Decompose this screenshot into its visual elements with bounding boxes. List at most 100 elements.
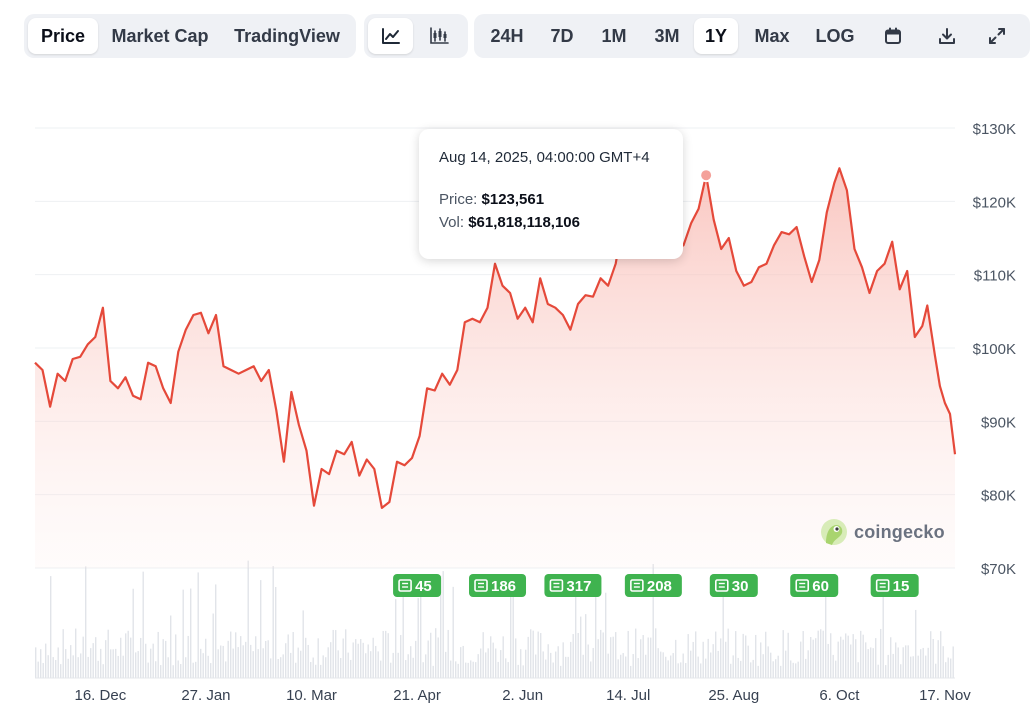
- volume-bar: [382, 630, 384, 678]
- highlight-point[interactable]: [699, 168, 714, 183]
- news-badge[interactable]: 60: [790, 574, 839, 597]
- volume-bar: [442, 571, 444, 678]
- volume-bar: [947, 657, 949, 678]
- volume-bar: [547, 644, 549, 678]
- volume-bar: [717, 650, 719, 678]
- tab-tradingview[interactable]: TradingView: [234, 25, 340, 46]
- volume-bar: [915, 609, 917, 678]
- calendar-button[interactable]: [864, 18, 922, 54]
- volume-bar: [782, 630, 784, 678]
- volume-bar: [530, 629, 532, 678]
- volume-bar: [660, 651, 662, 678]
- x-tick-label: 2. Jun: [502, 687, 543, 704]
- volume-bar: [215, 584, 217, 678]
- newspaper-icon: [875, 579, 890, 592]
- volume-bar: [377, 651, 379, 678]
- volume-bar: [82, 636, 84, 678]
- volume-bar: [872, 648, 874, 678]
- volume-bar: [70, 645, 72, 678]
- range-1y[interactable]: 1Y: [694, 18, 738, 54]
- volume-bar: [790, 660, 792, 678]
- range-24h[interactable]: 24H: [490, 25, 524, 46]
- newspaper-icon: [398, 579, 412, 592]
- tooltip-date: Aug 14, 2025, 04:00:00 GMT+4: [439, 149, 650, 166]
- price-line: [34, 167, 957, 509]
- volume-bar: [627, 630, 629, 678]
- download-button[interactable]: [922, 18, 972, 54]
- volume-bar: [772, 661, 774, 678]
- volume-bar: [770, 652, 772, 678]
- volume-bar: [585, 614, 587, 678]
- range-1m[interactable]: 1M: [601, 25, 627, 46]
- volume-bar: [190, 588, 192, 678]
- range-max[interactable]: Max: [754, 25, 790, 46]
- volume-bar: [522, 665, 524, 678]
- volume-bar: [742, 633, 744, 678]
- volume-bar: [117, 655, 119, 678]
- volume-bar: [525, 649, 527, 678]
- volume-bar: [935, 663, 937, 678]
- volume-bar: [757, 665, 759, 678]
- view-switcher: Price Market Cap TradingView: [24, 14, 356, 58]
- volume-bar: [282, 654, 284, 678]
- line-chart-button[interactable]: [368, 18, 414, 54]
- volume-bar: [602, 632, 604, 678]
- volume-bar: [35, 647, 37, 678]
- range-7d[interactable]: 7D: [550, 25, 574, 46]
- volume-bar: [807, 650, 809, 678]
- volume-bar: [405, 660, 407, 678]
- volume-bar: [482, 632, 484, 678]
- volume-bar: [852, 634, 854, 678]
- tab-market-cap[interactable]: Market Cap: [111, 25, 209, 46]
- volume-bar: [785, 650, 787, 678]
- news-badge[interactable]: 208: [624, 574, 682, 597]
- newspaper-icon: [714, 579, 729, 592]
- news-badge[interactable]: 317: [544, 574, 602, 597]
- volume-bar: [682, 653, 684, 678]
- volume-bar: [925, 655, 927, 678]
- volume-bar: [582, 654, 584, 678]
- volume-bar: [170, 615, 172, 678]
- log-scale-toggle[interactable]: LOG: [815, 25, 855, 46]
- volume-bar: [487, 648, 489, 678]
- volume-bar: [597, 639, 599, 678]
- volume-bar: [127, 630, 129, 678]
- tab-price[interactable]: Price: [28, 18, 98, 54]
- x-tick-label: 17. Nov: [919, 687, 971, 704]
- volume-bar: [505, 658, 507, 678]
- volume-bar: [750, 662, 752, 678]
- y-tick-label: $100K: [973, 341, 1016, 358]
- volume-bar: [902, 647, 904, 678]
- volume-bar: [567, 656, 569, 678]
- volume-bar: [297, 647, 299, 678]
- volume-bar: [827, 643, 829, 678]
- volume-bar: [422, 662, 424, 678]
- volume-bar: [85, 566, 87, 678]
- volume-bar: [157, 631, 159, 678]
- volume-bar: [445, 651, 447, 678]
- x-tick-label: 16. Dec: [75, 687, 127, 704]
- news-badge[interactable]: 15: [870, 574, 919, 597]
- volume-bar: [140, 637, 142, 678]
- volume-bar: [150, 648, 152, 678]
- volume-bar: [57, 647, 59, 678]
- volume-bar: [220, 645, 222, 678]
- range-3m[interactable]: 3M: [654, 25, 680, 46]
- volume-bar: [512, 592, 514, 678]
- volume-bar: [592, 647, 594, 678]
- candlestick-button[interactable]: [413, 18, 464, 54]
- news-badge[interactable]: 30: [709, 574, 758, 597]
- volume-bar: [357, 643, 359, 678]
- volume-bar: [500, 650, 502, 678]
- news-badge[interactable]: 45: [393, 574, 442, 597]
- y-axis: $70K $80K $90K $100K $110K $120K $130K: [973, 121, 1016, 578]
- volume-bar: [90, 648, 92, 678]
- news-badge[interactable]: 186: [469, 574, 527, 597]
- volume-bar: [362, 642, 364, 678]
- volume-bar: [447, 629, 449, 678]
- volume-bar: [545, 659, 547, 678]
- fullscreen-button[interactable]: [972, 18, 1022, 54]
- volume-bar: [440, 575, 442, 678]
- volume-bar: [870, 647, 872, 678]
